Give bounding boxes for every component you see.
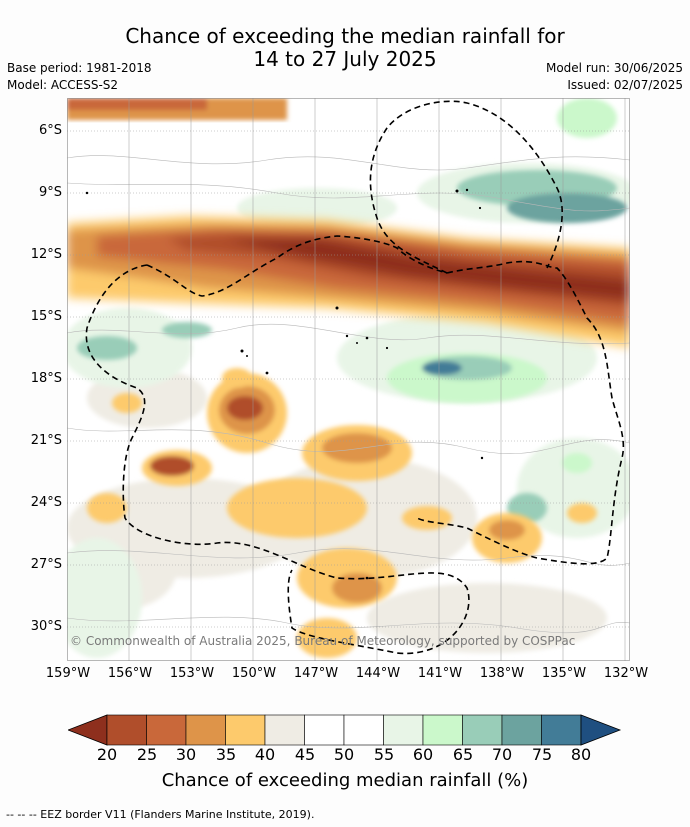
colorbar-tick: 65 [452, 745, 474, 764]
colorbar-tick: 80 [570, 745, 592, 764]
colorbar-segment [106, 714, 147, 746]
eez-border [85, 100, 625, 655]
colorbar-segment [304, 714, 345, 746]
lat-label: 12°S [30, 247, 62, 262]
island-markers [85, 188, 484, 580]
lat-label: 18°S [30, 371, 62, 386]
lon-label: 159°W [45, 666, 91, 681]
colorbar-tick: 35 [215, 745, 237, 764]
colorbar-segment [146, 714, 187, 746]
lat-label: 27°S [30, 557, 62, 572]
lon-label: 147°W [293, 666, 339, 681]
lon-label: 153°W [169, 666, 215, 681]
lon-label: 144°W [355, 666, 401, 681]
map-title-line2: 14 to 27 July 2025 [253, 47, 437, 71]
colorbar-tick: 30 [175, 745, 197, 764]
grid-lines [67, 130, 630, 628]
colorbar-tick: 25 [136, 745, 158, 764]
colorbar-tick: 55 [373, 745, 395, 764]
meridian-lines [128, 98, 626, 661]
lon-label: 132°W [603, 666, 649, 681]
lon-label: 135°W [541, 666, 587, 681]
colorbar-segment [343, 714, 384, 746]
main-dry-band [67, 216, 630, 348]
colorbar-tick: 70 [491, 745, 513, 764]
colorbar-segment [462, 714, 503, 746]
issued-date: Issued: 02/07/2025 [567, 78, 683, 92]
lat-label: 24°S [30, 495, 62, 510]
colorbar-tick: 45 [294, 745, 316, 764]
colorbar-extend-low [68, 714, 108, 746]
colorbar-segment [383, 714, 424, 746]
colorbar-extend-high [580, 714, 622, 746]
lat-label: 9°S [38, 185, 62, 200]
rainfall-map [67, 98, 630, 661]
colorbar-segment [501, 714, 542, 746]
lat-label: 15°S [30, 309, 62, 324]
lon-label: 138°W [479, 666, 525, 681]
colorbar-label: Chance of exceeding median rainfall (%) [161, 770, 529, 791]
model-name: Model: ACCESS-S2 [7, 78, 119, 92]
lon-label: 150°W [231, 666, 277, 681]
colorbar-segment [541, 714, 582, 746]
lat-label: 30°S [30, 619, 62, 634]
colorbar-tick: 60 [412, 745, 434, 764]
lat-label: 6°S [38, 123, 62, 138]
colorbar-tick: 75 [531, 745, 553, 764]
contour-lines [67, 155, 630, 634]
colorbar-tick: 40 [254, 745, 276, 764]
colorbar-segment [264, 714, 305, 746]
eez-legend-note: -- -- -- EEZ border V11 (Flanders Marine… [6, 808, 315, 821]
lon-label: 141°W [417, 666, 463, 681]
model-run: Model run: 30/06/2025 [545, 61, 683, 75]
colorbar-segment [422, 714, 463, 746]
colorbar-segment [185, 714, 226, 746]
lat-label: 21°S [30, 433, 62, 448]
base-period: Base period: 1981-2018 [7, 61, 152, 75]
copyright-notice: © Commonwealth of Australia 2025, Bureau… [70, 634, 576, 648]
colorbar-segment [225, 714, 266, 746]
colorbar-tick: 20 [96, 745, 118, 764]
map-title-line1: Chance of exceeding the median rainfall … [125, 24, 565, 48]
top-dry-band [67, 98, 287, 120]
colorbar [68, 714, 622, 746]
lon-label: 156°W [107, 666, 153, 681]
colorbar-tick: 50 [333, 745, 355, 764]
